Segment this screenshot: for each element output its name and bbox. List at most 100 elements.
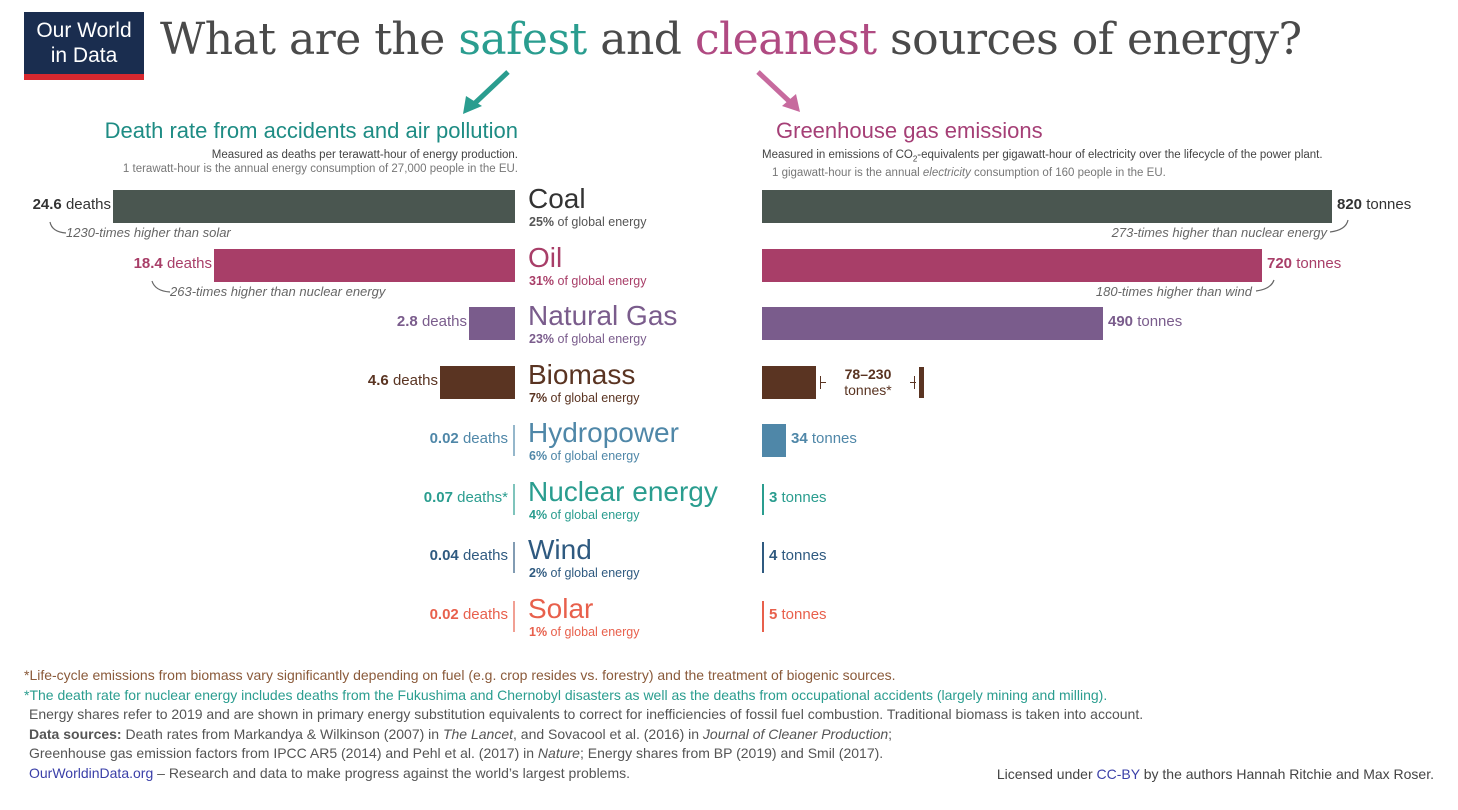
data-sources-b: , and Sovacool et al. (2016) in <box>513 725 703 742</box>
death-label-oil: 18.4 deaths <box>134 255 212 272</box>
share-value: 2% <box>529 566 548 580</box>
share-wind: 2% of global energy <box>529 566 640 580</box>
row-nuclear: 0.07 deaths* Nuclear energy 4% of global e… <box>0 477 1458 541</box>
share-value: 31% <box>529 274 555 288</box>
value-unit: deaths <box>458 606 508 623</box>
cleanest-arrow-line <box>756 70 792 104</box>
license-link[interactable]: CC-BY <box>1096 766 1140 782</box>
death-bar-hydropower <box>513 425 515 456</box>
death-rate-subtitle: Measured as deaths per terawatt-hour of … <box>211 149 518 161</box>
share-suffix: of global energy <box>554 215 647 229</box>
emission-bar-nuclear <box>762 484 764 515</box>
emission-label-coal: 820 tonnes <box>1337 196 1411 213</box>
value-number: 0.07 <box>423 489 453 506</box>
row-oil: 18.4 deaths Oil 31% of global energy 720 to… <box>0 243 1458 307</box>
title-part2: and <box>586 14 695 65</box>
death-bar-natural-gas <box>469 307 515 340</box>
source-name-wind: Wind <box>528 534 592 565</box>
share-coal: 25% of global energy <box>529 215 646 229</box>
value-unit: tonnes* <box>844 382 892 398</box>
title-cleanest: cleanest <box>694 14 877 65</box>
value-unit: tonnes <box>807 430 857 447</box>
emissions-subtitle-sub: 2 <box>912 154 918 164</box>
annotation-coal-emission: 273-times higher than nuclear energy <box>1111 225 1327 240</box>
value-unit: deaths <box>458 430 508 447</box>
emission-bar-coal <box>762 190 1332 223</box>
value-unit: deaths <box>388 372 438 389</box>
footnote-nuclear: *The death rate for nuclear energy inclu… <box>24 686 1108 703</box>
row-wind: 0.04 deaths Wind 2% of global energy 4 tonn… <box>0 535 1458 599</box>
data-sources-jcp: Journal of Cleaner Production <box>702 725 889 742</box>
death-label-nuclear: 0.07 deaths* <box>424 489 508 506</box>
source-name-natural-gas: Natural Gas <box>528 300 678 331</box>
source-name-solar: Solar <box>528 593 594 624</box>
emissions-title: Greenhouse gas emissions <box>776 118 1043 143</box>
emissions-subtitle2-em: electricity <box>922 167 971 180</box>
emissions-subtitle2-pre: 1 gigawatt-hour is the annual <box>772 167 923 180</box>
title-part1: What are the <box>160 14 459 65</box>
death-bar-wind <box>513 542 515 573</box>
emissions-subtitle-post: -equivalents per gigawatt-hour of electr… <box>917 149 1323 161</box>
emissions-header: Greenhouse gas emissions Measured in emi… <box>762 118 1323 180</box>
arrow-oil-death <box>151 280 171 293</box>
safest-arrow-line <box>472 70 510 106</box>
value-number: 78–230 <box>844 366 892 382</box>
death-label-solar: 0.02 deaths <box>430 606 508 623</box>
value-number: 4 <box>769 547 778 564</box>
emission-label-oil: 720 tonnes <box>1267 255 1341 272</box>
emission-bar-natural-gas <box>762 307 1103 340</box>
emission-label-wind: 4 tonnes <box>769 547 827 564</box>
value-number: 34 <box>791 430 808 447</box>
emission-label-solar: 5 tonnes <box>769 606 827 623</box>
value-unit: tonnes <box>777 547 827 564</box>
death-bar-oil <box>214 249 515 282</box>
value-unit: tonnes <box>777 606 827 623</box>
death-bar-coal <box>113 190 515 223</box>
emission-bar-oil <box>762 249 1262 282</box>
arrow-coal-emission <box>1329 219 1349 233</box>
annotation-oil-emission: 180-times higher than wind <box>1095 284 1252 299</box>
emission-range-end-biomass <box>919 367 924 398</box>
arrow-oil-emission <box>1255 279 1275 292</box>
share-suffix: of global energy <box>554 332 647 346</box>
data-sources-nature: Nature <box>537 745 580 761</box>
emission-label-hydropower: 34 tonnes <box>791 430 857 447</box>
emission-range-cap2-biomass <box>914 376 915 389</box>
data-sources-lancet: The Lancet <box>442 725 514 742</box>
row-hydropower: 0.02 deaths Hydropower 6% of global energy… <box>0 418 1458 482</box>
footer: *Life-cycle emissions from biomass vary … <box>24 666 1444 783</box>
row-solar: 0.02 deaths Solar 1% of global energy 5 ton… <box>0 594 1458 658</box>
emissions-subtitle-pre: Measured in emissions of CO <box>762 149 913 161</box>
value-unit: deaths <box>417 313 467 330</box>
source-name-biomass: Biomass <box>528 359 636 390</box>
emissions-subtitle: Measured in emissions of CO2-equivalents… <box>762 148 1323 166</box>
site-tagline: – Research and data to make progress aga… <box>153 764 631 781</box>
emission-label-natural-gas: 490 tonnes <box>1108 313 1182 330</box>
owid-logo[interactable]: Our World in Data <box>24 12 144 80</box>
share-value: 6% <box>529 449 548 463</box>
value-number: 820 <box>1337 196 1363 213</box>
cleanest-arrow-head <box>782 94 800 112</box>
data-sources-a: Death rates from Markandya & Wilkinson (… <box>121 725 443 742</box>
emission-range-cap-biomass <box>820 376 821 389</box>
source-name-hydropower: Hydropower <box>528 417 679 448</box>
logo-line2: in Data <box>50 44 118 67</box>
emissions-subtitle2: 1 gigawatt-hour is the annual electricit… <box>762 166 1323 180</box>
data-sources-line2: Greenhouse gas emission factors from IPC… <box>24 744 1444 764</box>
value-number: 18.4 <box>133 255 163 272</box>
value-unit: tonnes <box>1362 196 1412 213</box>
share-value: 23% <box>529 332 555 346</box>
death-rate-title: Death rate from accidents and air pollut… <box>104 118 518 143</box>
data-sources-line2-b: ; Energy shares from BP (2019) and Smil … <box>579 745 884 761</box>
footnote-energy-shares: Energy shares refer to 2019 and are show… <box>29 706 1144 722</box>
death-bar-biomass <box>440 366 515 399</box>
value-number: 5 <box>769 606 778 623</box>
value-number: 2.8 <box>396 313 418 330</box>
death-rate-subtitle2: 1 terawatt-hour is the annual energy con… <box>122 163 518 175</box>
value-unit: deaths* <box>452 489 508 506</box>
footnote-biomass: *Life-cycle emissions from biomass vary … <box>24 667 896 683</box>
site-link[interactable]: OurWorldinData.org <box>29 764 154 781</box>
safest-arrow-head <box>463 96 482 114</box>
share-biomass: 7% of global energy <box>529 391 640 405</box>
